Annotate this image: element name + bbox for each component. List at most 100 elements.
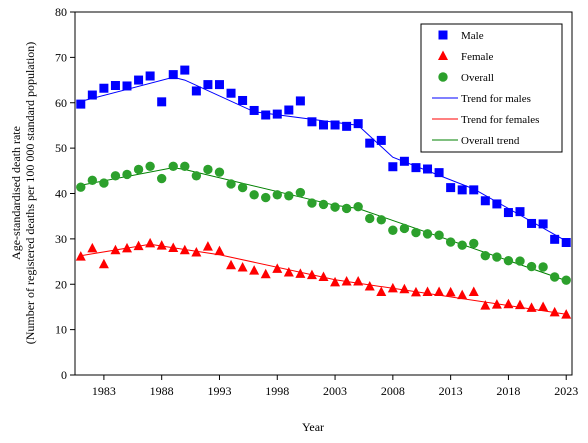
point-overall (561, 275, 571, 285)
point-overall (411, 227, 421, 238)
point-female (480, 300, 491, 310)
point-male (249, 105, 259, 115)
point-female (491, 299, 502, 309)
y-tick-label: 70 (55, 50, 67, 64)
point-overall (526, 261, 537, 272)
point-male (550, 234, 560, 244)
point-female (226, 259, 237, 270)
legend-item-male: Male (438, 30, 484, 42)
point-male (527, 218, 537, 228)
axes: 0 10 20 30 40 50 60 70 80 1983 1988 1993 1998 2003 200… (55, 5, 578, 398)
point-female (318, 271, 329, 281)
point-female (341, 276, 352, 286)
legend-item-female: Female (438, 50, 493, 63)
point-female (306, 269, 317, 280)
point-male (99, 83, 109, 93)
y-tick-label: 40 (55, 187, 67, 201)
point-female (214, 245, 225, 256)
x-tick-label: 1993 (207, 384, 231, 398)
point-overall (307, 198, 317, 208)
point-female (434, 286, 445, 296)
point-female (98, 258, 109, 269)
point-male (411, 163, 421, 173)
legend-item-overall: Overall (438, 72, 494, 84)
point-male (214, 80, 224, 90)
point-overall (353, 201, 363, 212)
point-overall (399, 223, 410, 234)
point-male (157, 97, 167, 107)
point-female (122, 242, 133, 253)
point-female (526, 302, 537, 312)
point-overall (76, 182, 86, 192)
y-tick-label: 30 (55, 232, 67, 246)
legend-item-overall-trend: Overall trend (432, 135, 520, 147)
point-male (307, 117, 317, 127)
point-overall (261, 192, 271, 203)
point-female (75, 251, 86, 261)
point-female (295, 268, 306, 278)
point-female (249, 265, 260, 275)
point-overall (284, 191, 294, 201)
point-male (446, 183, 456, 193)
legend-label: Trend for females (461, 114, 539, 126)
point-female (87, 242, 98, 253)
point-overall (133, 164, 144, 175)
point-female (260, 268, 271, 279)
point-overall (249, 190, 259, 200)
point-male (480, 196, 490, 206)
point-male (469, 185, 479, 195)
legend-label: Overall trend (461, 135, 520, 147)
point-male (457, 185, 467, 195)
x-tick-label: 1998 (265, 384, 289, 398)
point-female (549, 306, 560, 317)
point-female (538, 301, 549, 311)
point-male (388, 162, 398, 172)
point-overall (376, 215, 386, 225)
point-overall (237, 182, 248, 193)
point-male (434, 168, 444, 178)
point-female (202, 241, 213, 251)
point-female (110, 244, 121, 255)
point-male (122, 81, 132, 91)
point-male (76, 99, 86, 109)
point-overall (365, 213, 375, 224)
point-female (283, 266, 294, 277)
legend-label: Male (461, 30, 484, 42)
point-male (134, 75, 144, 85)
point-female (399, 283, 410, 294)
point-female (168, 242, 179, 252)
legend-label: Overall (461, 72, 494, 84)
point-overall (168, 161, 178, 171)
legend-label: Female (461, 51, 493, 63)
point-overall (226, 179, 236, 189)
point-male (399, 156, 409, 166)
point-male (203, 80, 213, 90)
point-male (365, 138, 375, 148)
point-female (387, 282, 398, 293)
point-overall (469, 238, 479, 249)
point-overall (445, 237, 456, 247)
legend-swatch (438, 30, 448, 40)
x-tick-label: 2018 (496, 384, 520, 398)
point-female (457, 289, 468, 300)
point-overall (549, 272, 560, 282)
point-male (492, 199, 502, 209)
y-tick-label: 20 (55, 277, 67, 291)
point-overall (214, 167, 225, 177)
x-tick-label: 2003 (323, 384, 347, 398)
point-female (514, 299, 525, 310)
point-female (410, 286, 421, 297)
point-male (295, 96, 305, 106)
point-male (191, 86, 201, 96)
point-male (226, 88, 236, 98)
point-overall (480, 250, 491, 261)
point-male (145, 71, 155, 81)
point-male (180, 65, 190, 75)
point-overall (515, 256, 525, 266)
point-male (353, 119, 363, 129)
point-male (538, 219, 548, 229)
x-axis-title: Year (302, 420, 324, 434)
point-female (422, 286, 433, 296)
y-tick-label: 80 (55, 5, 67, 19)
point-overall (272, 190, 282, 200)
